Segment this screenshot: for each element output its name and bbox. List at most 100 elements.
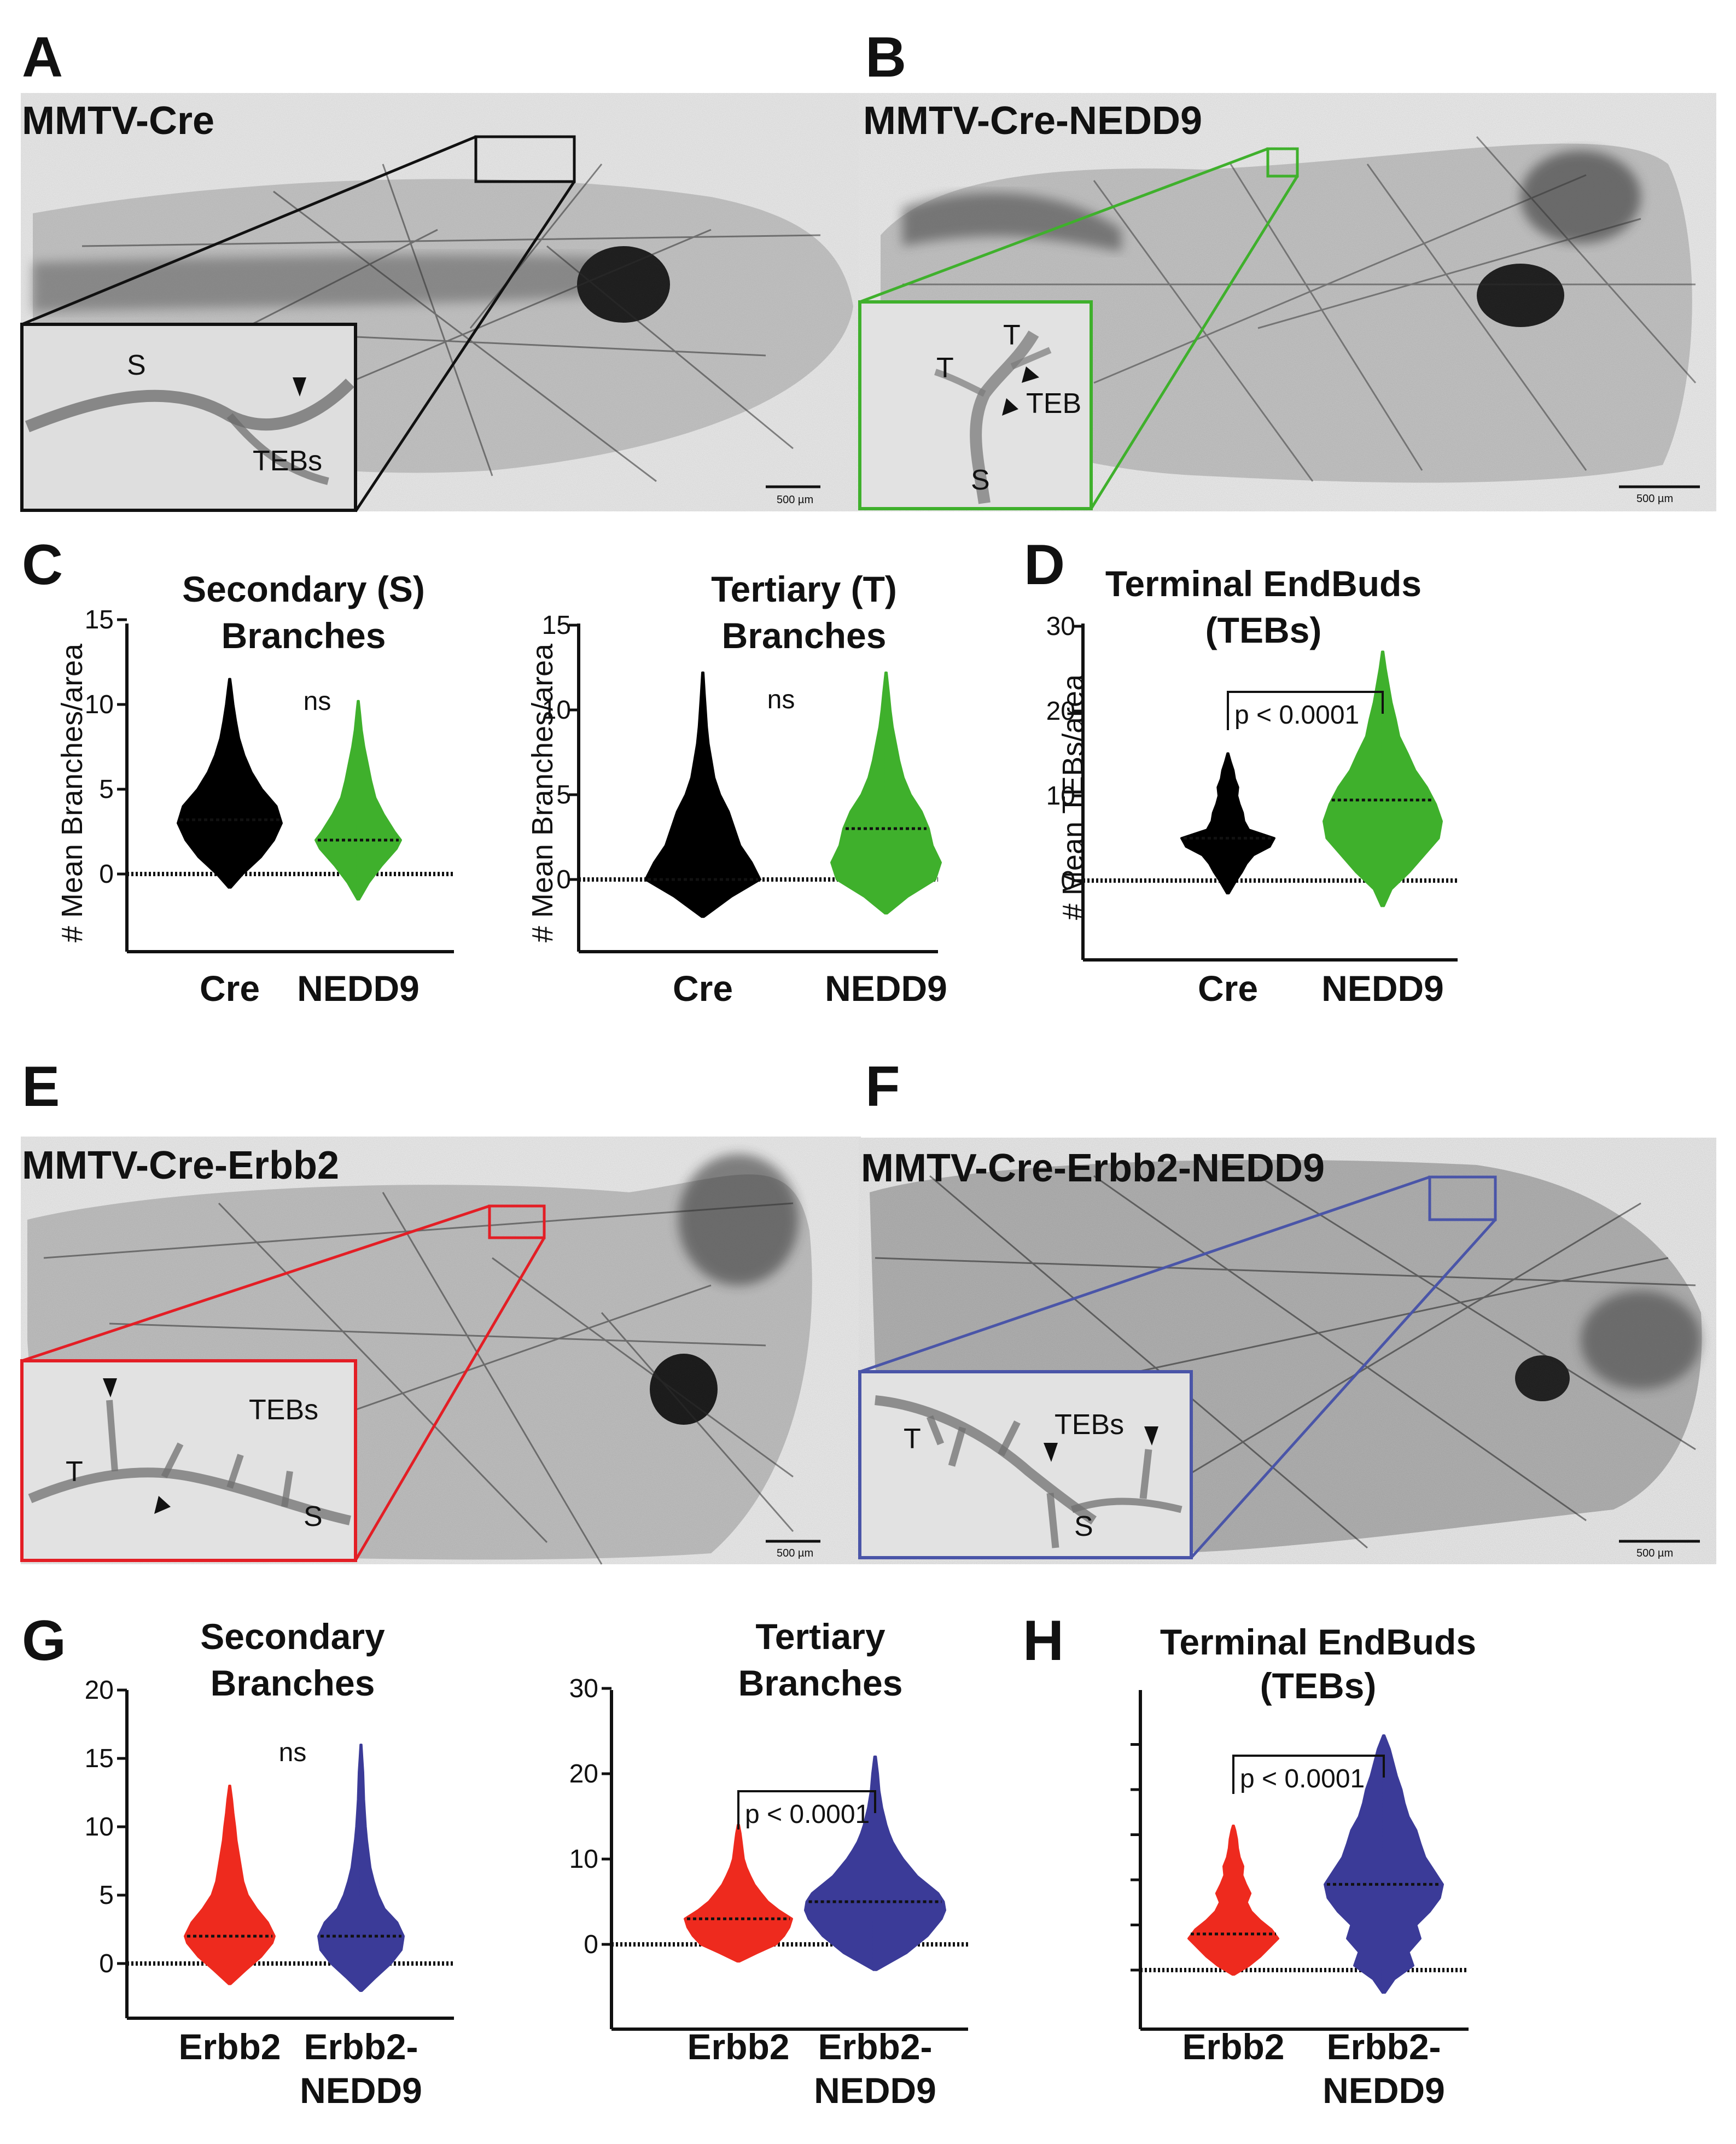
inset-e-label-t: T: [66, 1456, 83, 1488]
chart-title: Terminal EndBuds: [1160, 1622, 1476, 1662]
violin-erbb2: [684, 1823, 793, 1963]
x-category-label: Erbb2-: [304, 2026, 418, 2067]
zoom-box-b: [1266, 147, 1299, 178]
y-tick-label: 5: [99, 1881, 114, 1910]
violin-erbb2-nedd9: [804, 1755, 946, 1971]
y-tick-label: 10: [1046, 782, 1075, 811]
x-category-label: NEDD9: [297, 968, 420, 1009]
panel-letter-h: H: [1023, 1609, 1064, 1673]
significance-label: ns: [279, 1738, 307, 1767]
inset-f-label-t: T: [904, 1423, 921, 1455]
chart-title: Secondary (S): [182, 569, 425, 609]
panel-letter-f: F: [865, 1055, 900, 1118]
violin-chart-tebs-cre: Terminal EndBuds (TEBs) 0 10 20 30 # Mean TEBs…: [1046, 563, 1458, 1009]
violin-chart-tertiary-cre: Tertiary (T) Branches 0 5 10 15 # Mean Branche…: [526, 569, 947, 1009]
violin-nedd9: [314, 700, 402, 901]
micrograph-e: TEBs T S 500 µm: [20, 1137, 861, 1565]
micrograph-b: T T TEB S 500 µm: [858, 93, 1716, 511]
y-tick-label: 30: [1046, 612, 1075, 641]
violin-erbb2-nedd9: [317, 1744, 405, 1992]
x-category-label: Cre: [200, 968, 260, 1009]
y-tick-label: 10: [85, 1813, 114, 1842]
p-value-label: p < 0.0001: [1240, 1764, 1365, 1793]
x-category-label: Cre: [1198, 968, 1258, 1009]
violin-nedd9: [1323, 650, 1443, 907]
y-axis-label: # Mean TEBs/area: [1057, 674, 1090, 920]
panel-b: B T T TEB S 500 µm MMTV-Cre-NEDD9: [858, 26, 1716, 511]
x-category-label: Erbb2-: [818, 2026, 932, 2067]
y-tick-label: 0: [584, 1930, 598, 1959]
inset-a-label-s: S: [127, 349, 146, 381]
inset-f-label-tebs: TEBs: [1055, 1409, 1124, 1441]
panel-letter-d: D: [1024, 533, 1065, 597]
inset-b-label-s: S: [971, 464, 990, 496]
violin-chart-tertiary-erbb2: Tertiary Branches 0 10 20 30 Erbb2 Erbb2-NEDD9 p…: [569, 1616, 968, 2111]
arrowhead-icon: [1044, 1443, 1058, 1462]
scale-label-a: 500 µm: [777, 494, 813, 506]
p-value-label: p < 0.0001: [1234, 701, 1359, 730]
p-value-label: p < 0.0001: [745, 1800, 870, 1829]
y-tick-label: 10: [569, 1845, 598, 1874]
zoom-box-f: [1428, 1175, 1497, 1221]
y-tick-label: 15: [85, 605, 114, 634]
panel-a: A S TEBs 500 µm MMTV-Cre: [20, 26, 861, 512]
chart-title: Terminal EndBuds: [1105, 563, 1422, 604]
panel-letter-b: B: [865, 26, 906, 89]
scale-label-f: 500 µm: [1636, 1547, 1673, 1559]
panel-f: F T TEBs S 500 µm MMTV-Cre-Erbb2-NEDD9: [858, 1055, 1716, 1564]
inset-e-label-s: S: [304, 1501, 323, 1533]
y-tick-label: 5: [99, 775, 114, 804]
inset-f-label-s: S: [1074, 1511, 1093, 1542]
y-tick-label: 20: [569, 1760, 598, 1788]
significance-label: ns: [304, 687, 331, 716]
arrowhead-icon: [103, 1378, 117, 1397]
inset-b-label-t1: T: [936, 352, 954, 384]
arrowhead-icon: [293, 377, 306, 397]
chart-title: (TEBs): [1260, 1665, 1377, 1706]
micrograph-f: T TEBs S 500 µm: [858, 1138, 1716, 1564]
scale-label-b: 500 µm: [1636, 493, 1673, 505]
violin-erbb2-nedd9: [1324, 1734, 1444, 1994]
inset-e-label-tebs: TEBs: [249, 1394, 318, 1426]
x-category-label: Erbb2: [1182, 2026, 1284, 2067]
y-tick-label: 10: [85, 690, 114, 719]
chart-title: Secondary: [200, 1616, 385, 1657]
violin-chart-secondary-cre: Secondary (S) Branches 0 5 10 15 # Mean Branch…: [56, 569, 454, 1009]
zoom-box-e: [488, 1204, 546, 1239]
title-b: MMTV-Cre-NEDD9: [863, 99, 1202, 143]
inset-b-label-teb: TEB: [1026, 388, 1081, 420]
y-tick-label: 15: [85, 1744, 114, 1773]
violin-cre: [1180, 752, 1275, 895]
y-tick-label: 0: [556, 865, 571, 894]
chart-title: Branches: [211, 1663, 375, 1703]
panel-letter-g: G: [22, 1609, 66, 1673]
significance-bracket: [737, 1790, 876, 1830]
title-e: MMTV-Cre-Erbb2: [22, 1144, 339, 1187]
significance-bracket: [1227, 691, 1384, 730]
chart-title: Branches: [222, 615, 386, 656]
chart-title: Tertiary (T): [711, 569, 897, 609]
y-tick-label: 20: [1046, 697, 1075, 726]
arrowhead-icon: [1144, 1426, 1158, 1446]
violin-cre: [177, 678, 283, 889]
x-category-label: Erbb2-: [1326, 2026, 1441, 2067]
y-tick-label: 20: [85, 1676, 114, 1705]
inset-e: [20, 1359, 357, 1562]
y-tick-label: 30: [569, 1674, 598, 1703]
chart-title: Tertiary: [755, 1616, 886, 1657]
violin-erbb2: [1187, 1825, 1279, 1976]
x-category-label: Cre: [673, 968, 733, 1009]
significance-bracket: [1232, 1755, 1385, 1794]
x-category-label: NEDD9: [1321, 968, 1444, 1009]
y-tick-label: 15: [542, 611, 571, 640]
y-tick-label: 0: [99, 860, 114, 889]
x-category-label: NEDD9: [814, 2070, 936, 2111]
title-f: MMTV-Cre-Erbb2-NEDD9: [861, 1146, 1325, 1190]
micrograph-a: S TEBs 500 µm: [20, 93, 861, 512]
x-category-label: NEDD9: [1323, 2070, 1445, 2111]
y-tick-label: 0: [1061, 866, 1075, 895]
chart-title: (TEBs): [1205, 610, 1322, 650]
violin-nedd9: [830, 671, 942, 914]
significance-label: ns: [767, 685, 795, 714]
